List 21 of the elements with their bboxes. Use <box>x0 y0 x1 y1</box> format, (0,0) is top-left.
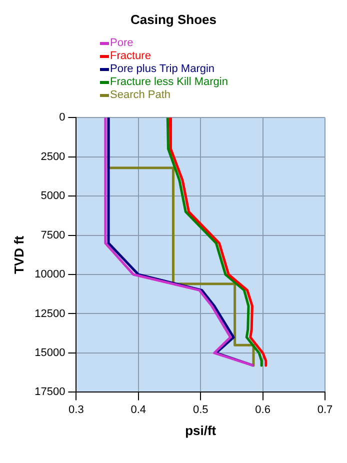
y-tick-label: 5000 <box>40 190 66 202</box>
y-tick-label: 17500 <box>34 386 66 398</box>
y-tick-label: 10000 <box>34 268 66 281</box>
chart-title: Casing Shoes <box>130 11 218 27</box>
y-tick-label: 0 <box>59 112 66 124</box>
legend-label: Fracture <box>110 50 151 63</box>
legend-label: Pore <box>110 37 134 50</box>
y-tick-label: 7500 <box>40 229 66 242</box>
x-tick-label: 0.3 <box>68 404 84 416</box>
x-tick-label: 0.6 <box>255 404 270 416</box>
y-tick-label: 2500 <box>40 150 66 163</box>
legend-label: Pore plus Trip Margin <box>110 63 215 76</box>
y-axis-title: TVD ft <box>11 235 26 274</box>
y-tick-label: 15000 <box>34 347 66 360</box>
x-tick-label: 0.7 <box>317 404 333 416</box>
legend-label: Search Path <box>110 89 171 102</box>
x-axis-title: psi/ft <box>185 422 217 438</box>
legend-label: Fracture less Kill Margin <box>110 76 228 89</box>
x-tick-label: 0.5 <box>192 404 208 416</box>
x-tick-label: 0.4 <box>130 404 146 416</box>
y-tick-label: 12500 <box>34 308 66 320</box>
